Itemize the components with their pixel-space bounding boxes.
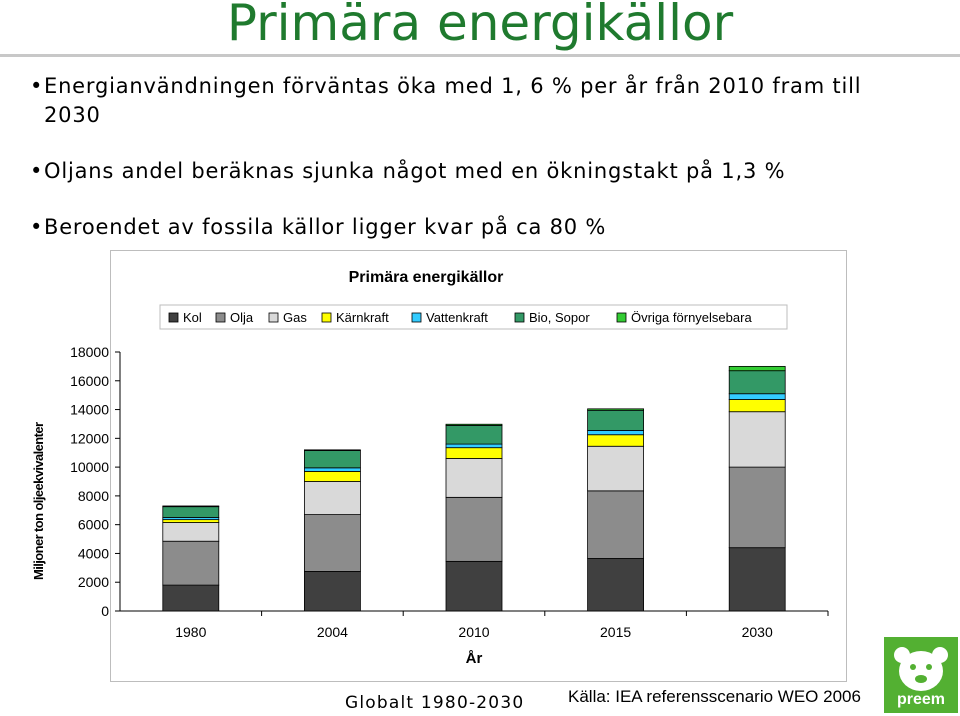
- bar-segment: [162, 505, 220, 508]
- bar-segment: [303, 471, 361, 482]
- y-axis-label: Miljoner ton oljeekvivalenter: [31, 422, 46, 580]
- legend-label: Kärnkraft: [336, 310, 389, 325]
- bar-segment: [728, 393, 786, 400]
- bar-segment: [445, 443, 503, 449]
- chart-bars: [162, 365, 786, 612]
- bar-segment: [162, 519, 220, 523]
- bar-segment: [162, 584, 220, 612]
- legend-box: [159, 304, 788, 330]
- bar-segment: [303, 467, 361, 472]
- bar-segment: [303, 571, 361, 612]
- y-tick-label: 6000: [78, 517, 109, 533]
- legend-label: Vattenkraft: [426, 310, 488, 325]
- bar-segment: [728, 547, 786, 612]
- title-divider: [0, 54, 960, 57]
- bar-segment: [162, 522, 220, 542]
- bar-segment: [303, 481, 361, 515]
- bar-segment: [728, 365, 786, 372]
- y-tick-label: 14000: [70, 402, 109, 418]
- y-tick-label: 12000: [70, 430, 109, 446]
- bar-segment: [445, 447, 503, 459]
- logo-text: preem: [896, 691, 946, 708]
- legend-label: Kol: [183, 310, 202, 325]
- legend-label: Övriga förnyelsebara: [631, 310, 752, 325]
- bar-segment: [587, 434, 644, 447]
- x-tick-label: 2010: [458, 624, 489, 640]
- x-axis-label: År: [466, 650, 483, 667]
- y-tick-labels: 0 2000 4000 6000 8000 10000 12000 14000 16000 180…: [70, 344, 120, 619]
- legend-label: Gas: [283, 310, 307, 325]
- footer-scope: Globalt 1980-2030: [345, 693, 525, 713]
- legend-label: Olja: [230, 310, 254, 325]
- bar-segment: [445, 423, 503, 426]
- x-tick-label: 2004: [317, 624, 348, 640]
- slide-title: Primära energikällor: [226, 0, 734, 52]
- legend-swatch: [321, 312, 332, 323]
- chart-title: Primära energikällor: [349, 269, 504, 286]
- y-tick-label: 16000: [70, 373, 109, 389]
- bar-segment: [728, 370, 786, 395]
- bar-segment: [728, 466, 786, 549]
- x-tick-label: 2030: [742, 624, 773, 640]
- x-tick-labels: 1980 2004 2010 2015 2030: [175, 611, 829, 640]
- bullet-item: Beroendet av fossila källor ligger kvar …: [30, 213, 910, 242]
- x-tick-label: 2015: [600, 624, 631, 640]
- bar-segment: [728, 411, 786, 468]
- bullet-item: Oljans andel beräknas sjunka något med e…: [30, 157, 910, 186]
- legend-swatch: [514, 312, 525, 323]
- legend-swatch: [616, 312, 627, 323]
- bear-icon: [894, 647, 948, 691]
- legend-swatch: [411, 312, 422, 323]
- chart-frame: [110, 250, 847, 682]
- y-tick-label: 10000: [70, 459, 109, 475]
- bar-segment: [445, 458, 503, 498]
- bar-segment: [728, 399, 786, 413]
- y-tick-label: 2000: [78, 574, 109, 590]
- bar-segment: [587, 445, 644, 492]
- y-tick-label: 4000: [78, 545, 109, 561]
- bar-segment: [303, 450, 361, 469]
- bar-segment: [587, 408, 644, 411]
- footer-source: Källa: IEA referensscenario WEO 2006: [568, 687, 861, 706]
- bar-segment: [162, 540, 220, 586]
- bullet-item: Energianvändningen förväntas öka med 1, …: [30, 72, 910, 130]
- legend-swatch: [215, 312, 226, 323]
- bullet-list: Energianvändningen förväntas öka med 1, …: [30, 72, 910, 242]
- legend-swatch: [268, 312, 279, 323]
- bar-segment: [303, 449, 361, 451]
- bar-segment: [303, 514, 361, 572]
- bar-segment: [445, 496, 503, 562]
- y-tick-label: 18000: [70, 344, 109, 360]
- bar-segment: [587, 490, 644, 559]
- bar-segment: [587, 430, 644, 436]
- bar-segment: [162, 506, 220, 518]
- y-tick-label: 0: [101, 603, 109, 619]
- x-tick-label: 1980: [175, 624, 206, 640]
- preem-logo[interactable]: preem: [884, 637, 958, 713]
- bar-segment: [445, 560, 503, 612]
- chart-legend: Kol Olja Gas Kärnkraft Vattenkraft Bio, Sopor…: [168, 310, 752, 325]
- legend-label: Bio, Sopor: [529, 310, 590, 325]
- bar-segment: [445, 424, 503, 445]
- y-tick-label: 8000: [78, 488, 109, 504]
- bar-segment: [587, 409, 644, 431]
- legend-swatch: [168, 312, 179, 323]
- bar-segment: [587, 558, 644, 612]
